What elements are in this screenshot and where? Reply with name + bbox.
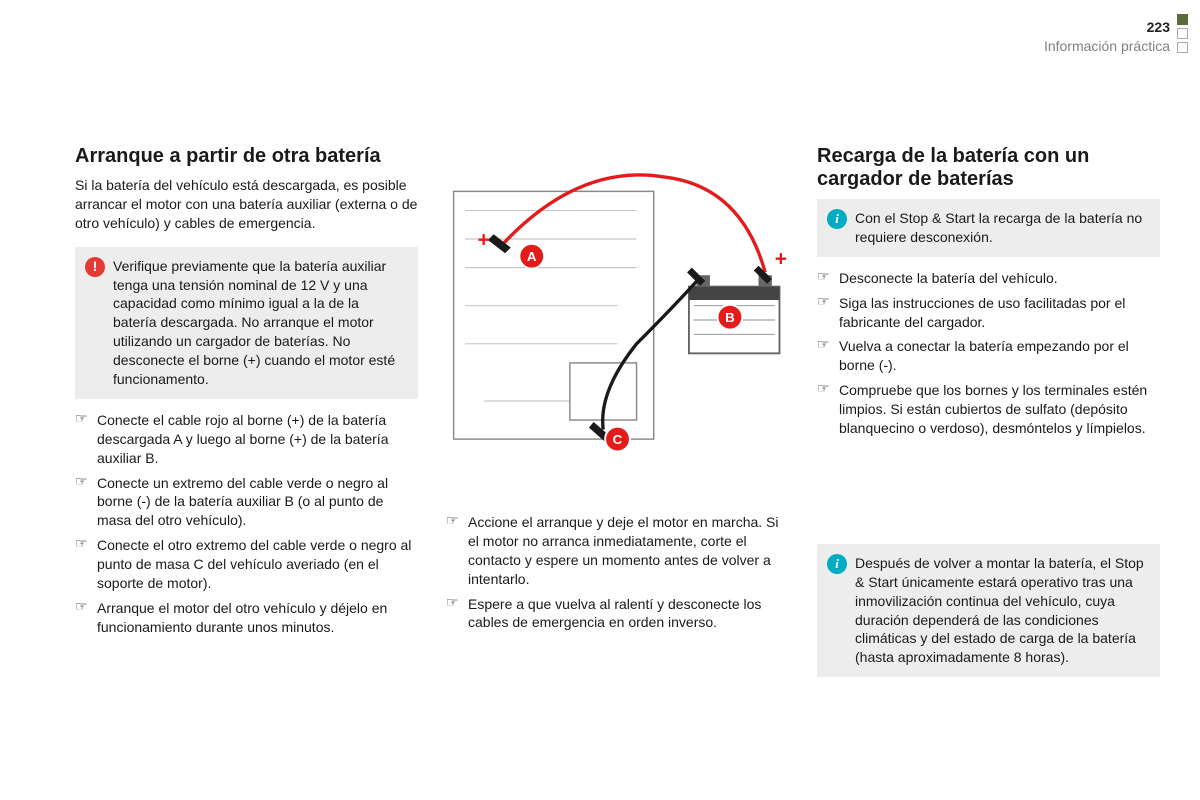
warning-icon: !: [83, 257, 107, 277]
plus-label: +: [775, 248, 787, 271]
section-title: Información práctica: [1044, 37, 1170, 56]
info-box-1: i Con el Stop & Start la recarga de la b…: [817, 199, 1160, 257]
step-item: ☞Compruebe que los bornes y los terminal…: [817, 381, 1160, 438]
step-item: ☞Conecte el otro extremo del cable verde…: [75, 536, 418, 593]
label-c: C: [613, 432, 623, 447]
tab-marks: [1177, 14, 1188, 53]
info-text: Con el Stop & Start la recarga de la bat…: [849, 209, 1148, 247]
col1-intro: Si la batería del vehículo está descarga…: [75, 176, 418, 233]
step-item: ☞Vuelva a conectar la batería empezando …: [817, 337, 1160, 375]
step-item: ☞Desconecte la batería del vehículo.: [817, 269, 1160, 288]
col1-steps: ☞Conecte el cable rojo al borne (+) de l…: [75, 411, 418, 643]
step-item: ☞Accione el arranque y deje el motor en …: [446, 513, 789, 589]
info-text: Después de volver a montar la batería, e…: [849, 554, 1148, 667]
warning-text: Verifique previamente que la batería aux…: [107, 257, 406, 389]
step-text: Arranque el motor del otro vehículo y dé…: [97, 599, 418, 637]
step-text: Conecte un extremo del cable verde o neg…: [97, 474, 418, 531]
column-left: Arranque a partir de otra batería Si la …: [75, 145, 418, 689]
step-text: Conecte el cable rojo al borne (+) de la…: [97, 411, 418, 468]
warning-box: ! Verifique previamente que la batería a…: [75, 247, 418, 399]
label-a: A: [527, 249, 537, 264]
plus-label: +: [477, 229, 489, 252]
step-item: ☞Espere a que vuelva al ralentí y descon…: [446, 595, 789, 633]
step-text: Siga las instrucciones de uso facilitada…: [839, 294, 1160, 332]
col3-title: Recarga de la batería con un cargador de…: [817, 145, 1160, 191]
step-text: Espere a que vuelva al ralentí y descone…: [468, 595, 789, 633]
info-icon: i: [825, 209, 849, 229]
tab-mark: [1177, 28, 1188, 39]
col2-steps: ☞Accione el arranque y deje el motor en …: [446, 513, 789, 638]
step-item: ☞Arranque el motor del otro vehículo y d…: [75, 599, 418, 637]
jump-start-diagram: + + A B C: [446, 145, 789, 495]
col1-title: Arranque a partir de otra batería: [75, 145, 418, 168]
page-content: Arranque a partir de otra batería Si la …: [75, 145, 1160, 689]
column-right: Recarga de la batería con un cargador de…: [817, 145, 1160, 689]
step-text: Accione el arranque y deje el motor en m…: [468, 513, 789, 589]
page-number: 223: [1044, 18, 1170, 37]
step-item: ☞Siga las instrucciones de uso facilitad…: [817, 294, 1160, 332]
column-middle: + + A B C ☞Accione el arranque y deje el…: [446, 145, 789, 689]
step-text: Desconecte la batería del vehículo.: [839, 269, 1160, 288]
col3-steps: ☞Desconecte la batería del vehículo. ☞Si…: [817, 269, 1160, 444]
step-text: Compruebe que los bornes y los terminale…: [839, 381, 1160, 438]
step-text: Vuelva a conectar la batería empezando p…: [839, 337, 1160, 375]
step-item: ☞Conecte un extremo del cable verde o ne…: [75, 474, 418, 531]
label-b: B: [725, 310, 735, 325]
info-box-2: i Después de volver a montar la batería,…: [817, 544, 1160, 677]
tab-mark-active: [1177, 14, 1188, 25]
info-icon: i: [825, 554, 849, 574]
step-item: ☞Conecte el cable rojo al borne (+) de l…: [75, 411, 418, 468]
tab-mark: [1177, 42, 1188, 53]
step-text: Conecte el otro extremo del cable verde …: [97, 536, 418, 593]
